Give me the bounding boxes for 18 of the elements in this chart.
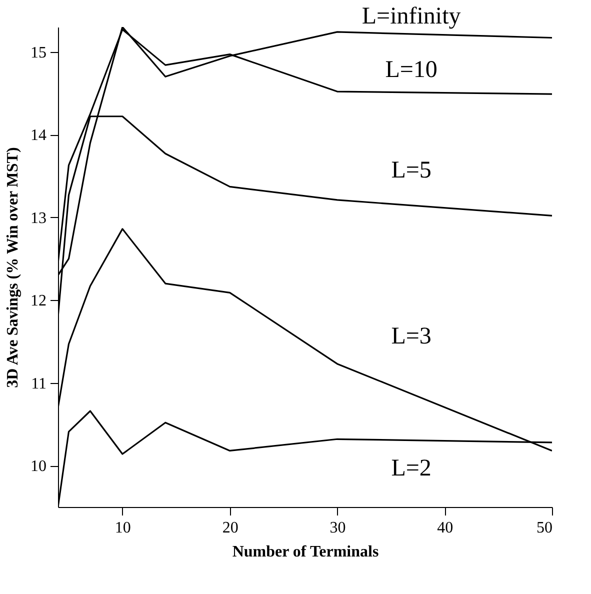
y-tick-label: 10 <box>30 458 46 476</box>
y-tick-label: 14 <box>30 127 46 144</box>
y-tick-label: 11 <box>31 375 46 392</box>
x-tick-label: 50 <box>536 520 552 536</box>
x-tick-label: 40 <box>437 520 454 536</box>
x-tick-label: 20 <box>222 520 238 536</box>
x-tick-label: 10 <box>114 520 131 536</box>
y-tick-label: 12 <box>30 292 46 310</box>
y-tick-label: 15 <box>30 44 46 62</box>
series-label: L=infinity <box>362 3 461 30</box>
y-axis-title: 3D Ave Savings (% Win over MST) <box>4 147 22 388</box>
series-label: L=5 <box>391 158 432 184</box>
series-label: L=3 <box>391 323 432 350</box>
y-tick-label: 13 <box>30 210 46 227</box>
series-label: L=10 <box>385 57 438 83</box>
series-label: L=2 <box>391 456 432 482</box>
x-tick-label: 30 <box>330 520 346 536</box>
x-axis-title: Number of Terminals <box>232 544 379 560</box>
